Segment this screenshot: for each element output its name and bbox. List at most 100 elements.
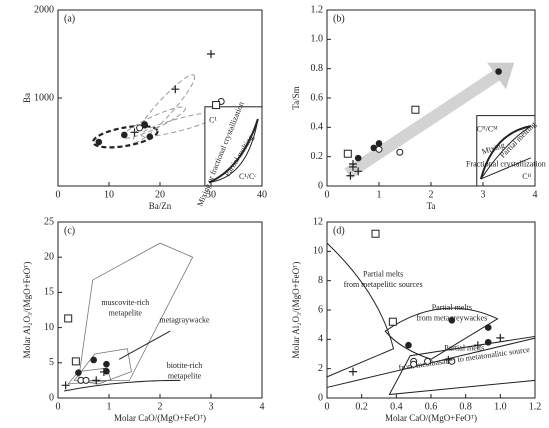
region-outline [77, 242, 194, 381]
y-tick-label: 2 [318, 363, 323, 374]
point [484, 324, 492, 331]
point [141, 121, 148, 129]
y-tick-label: 0.2 [311, 151, 324, 162]
inset-curve [480, 125, 532, 180]
x-tick-label: 20 [155, 189, 165, 200]
x-axis-label: Molar CaO/(MgO+FeOᵀ) [114, 413, 206, 423]
x-tick-label: 0 [325, 401, 330, 412]
point [349, 367, 357, 376]
point [484, 338, 492, 346]
point [405, 341, 412, 349]
panel-label: (c) [64, 225, 75, 236]
point [354, 167, 363, 176]
x-tick-label: 10 [104, 189, 114, 200]
inset-curve [479, 125, 532, 180]
point [212, 101, 221, 110]
y-tick-label: 0 [318, 392, 323, 403]
point [410, 360, 418, 368]
x-tick-label: 0.2 [355, 401, 368, 412]
annotation: C¹ [209, 116, 217, 125]
x-tick-label: 4 [533, 189, 538, 200]
y-tick-label: 15 [44, 287, 54, 298]
point [343, 149, 352, 158]
annotation: metagraywacke [159, 315, 210, 324]
annotation: Partial melts [432, 303, 472, 312]
annotation: Cᴴ [522, 172, 531, 181]
point [95, 138, 103, 146]
point [71, 357, 80, 366]
panel-label: (b) [333, 13, 345, 24]
panel-label: (a) [64, 13, 75, 24]
inset-curve [208, 118, 259, 184]
x-tick-label: 0.8 [459, 401, 472, 412]
y-tick-label: 1000 [34, 92, 54, 103]
annotation: Fractional crystallization [466, 160, 546, 169]
point [349, 160, 357, 168]
region-outline [326, 242, 395, 378]
point [375, 145, 383, 153]
point [103, 367, 110, 375]
x-tick-label: 3 [481, 189, 486, 200]
x-axis-label: Ba/Zn [149, 201, 172, 211]
x-tick-label: 1 [377, 189, 382, 200]
point [64, 314, 73, 323]
x-tick-label: 3 [209, 401, 214, 412]
annotation: Partial melts [363, 270, 403, 279]
point [473, 341, 482, 350]
y-axis-label: Molar Al₂O₃/(MgO+FeOᵀ) [291, 262, 301, 359]
y-tick-label: 6 [318, 304, 323, 315]
point [448, 357, 456, 365]
point [207, 50, 215, 58]
point [92, 376, 101, 385]
x-tick-label: 0.6 [425, 401, 438, 412]
point [388, 317, 397, 326]
x-axis-label: Molar CaO/(MgO+FeOᵀ) [385, 413, 477, 423]
point [424, 357, 432, 365]
point [82, 376, 90, 384]
trend-arrowhead [487, 62, 515, 90]
x-tick-label: 2 [158, 401, 163, 412]
point [103, 360, 110, 368]
x-tick-label: 30 [206, 189, 216, 200]
annotation: muscovite-rich [101, 298, 149, 307]
point [75, 369, 82, 376]
panel-label: (d) [333, 225, 345, 236]
y-tick-label: 20 [44, 251, 54, 262]
region-outline [64, 379, 181, 392]
y-axis-label: Molar Al₂O₃/(MgO+FeOᵀ) [22, 262, 32, 359]
point [90, 356, 97, 364]
annotation: metapelite [109, 308, 143, 317]
y-tick-label: 1.0 [311, 34, 324, 45]
y-tick-label: 0 [49, 392, 54, 403]
annotation: C¹/Cᶜ [239, 172, 256, 181]
y-tick-label: 8 [318, 275, 323, 286]
x-axis-label: Ta [427, 201, 436, 211]
region-outline [388, 335, 536, 396]
y-tick-label: 0.4 [311, 122, 324, 133]
leader [118, 330, 171, 360]
y-axis-label: Ba [22, 93, 32, 103]
x-tick-label: 1.0 [494, 401, 507, 412]
annotation: from metapelitic sources [344, 280, 423, 289]
x-tick-label: 4 [260, 401, 265, 412]
point [396, 148, 404, 156]
point [448, 316, 456, 324]
annotation: metapelite [168, 372, 202, 381]
y-tick-label: 2000 [34, 4, 54, 15]
inset-line [480, 157, 532, 180]
region-outline [132, 74, 196, 143]
point [411, 105, 420, 114]
y-axis-label: Ta/Sm [291, 86, 301, 109]
point [136, 124, 144, 132]
point [371, 229, 380, 238]
y-tick-label: 1.2 [311, 4, 324, 15]
y-tick-label: 12 [313, 216, 323, 227]
annotation: Cᴴ/Cᴹ [477, 125, 498, 134]
y-tick-label: 0.6 [311, 92, 324, 103]
point [171, 85, 180, 94]
y-tick-label: 25 [44, 216, 54, 227]
region-outline [384, 307, 499, 360]
x-tick-label: 2 [429, 189, 434, 200]
